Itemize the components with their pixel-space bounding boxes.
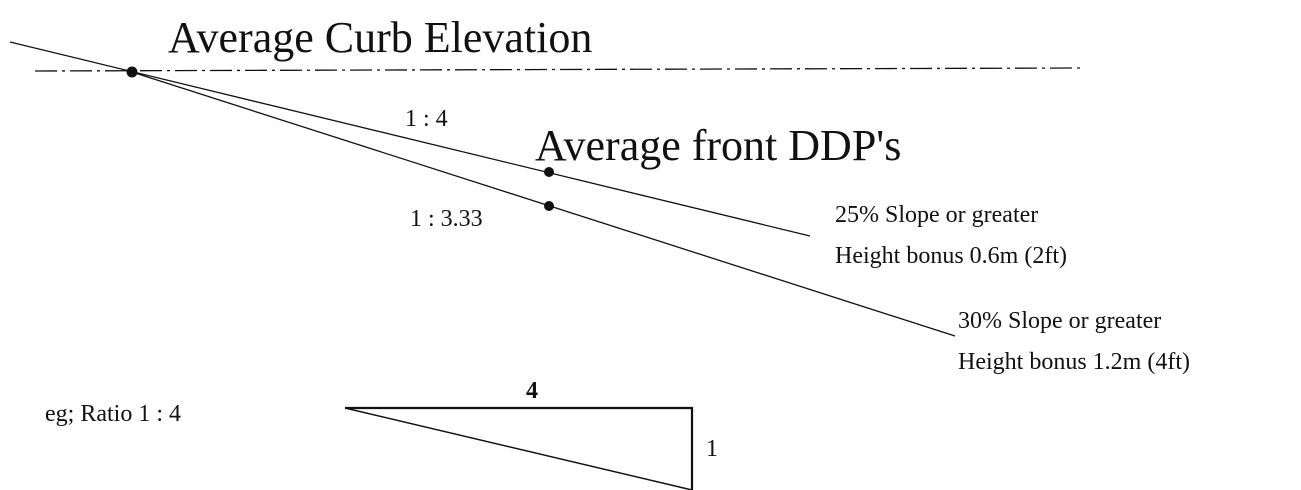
example-rise: 1	[706, 436, 718, 462]
ddp-point-30	[544, 201, 554, 211]
ddp-label: Average front DDP's	[535, 121, 901, 170]
slope-30-line1: 30% Slope or greater	[958, 308, 1161, 334]
ratio-upper: 1 : 4	[405, 106, 448, 132]
example-label: eg; Ratio 1 : 4	[45, 401, 181, 427]
example-hypotenuse	[344, 407, 693, 490]
ddp-point-25	[544, 167, 554, 177]
slope-25-line1: 25% Slope or greater	[835, 202, 1038, 228]
title: Average Curb Elevation	[168, 13, 592, 62]
ratio-lower: 1 : 3.33	[410, 206, 483, 232]
curb-line	[34, 67, 1086, 72]
example-triangle	[345, 406, 694, 490]
slope-30-line2: Height bonus 1.2m (4ft)	[958, 349, 1190, 375]
slope-25-line2: Height bonus 0.6m (2ft)	[835, 243, 1067, 269]
origin-point	[126, 66, 138, 78]
slope-line-25	[9, 41, 811, 237]
slope-line-30	[131, 71, 956, 337]
example-run: 4	[526, 378, 538, 404]
